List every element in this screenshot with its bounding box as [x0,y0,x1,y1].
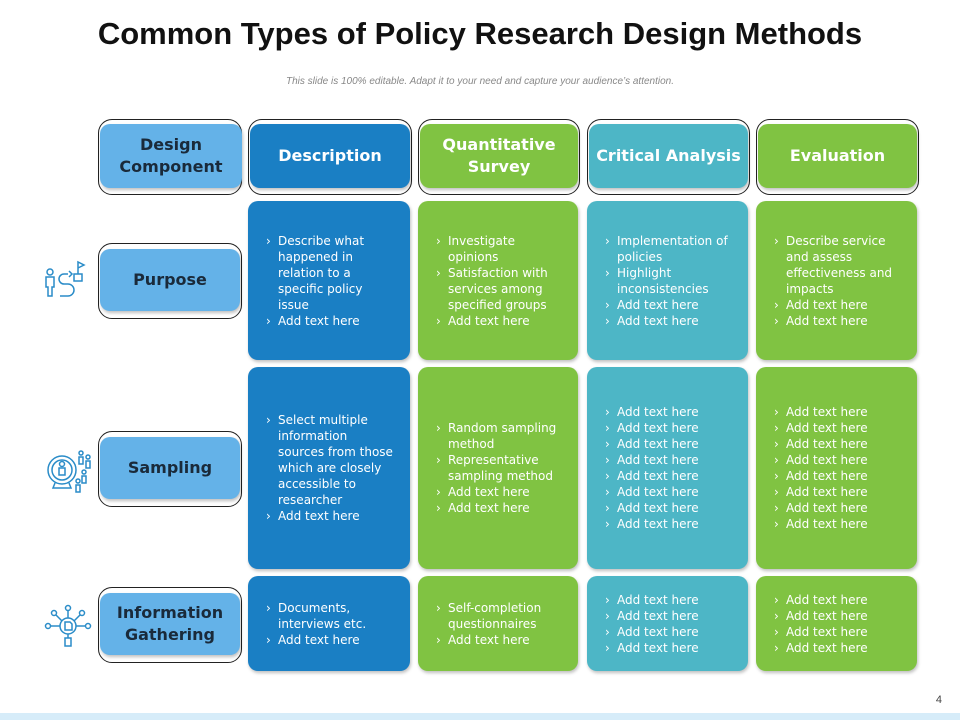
bullet-item: Implementation of policies [605,233,734,265]
bullet-item: Documents, interviews etc. [266,600,396,632]
component-purpose: Purpose [100,249,240,311]
footer-strip [0,713,960,720]
component-sampling: Sampling [100,437,240,499]
bullet-item: Satisfaction with services among specifi… [436,265,564,313]
header-description: Description [250,124,410,188]
bullet-list: Implementation of policiesHighlight inco… [605,233,734,329]
cell-description: Documents, interviews etc.Add text here [248,576,410,671]
bullet-item: Add text here [774,640,868,656]
header-quantitative-survey: Quantitative Survey [420,124,578,188]
document-network-icon [44,604,94,654]
cell-quantitative-survey: Self-completion questionnairesAdd text h… [418,576,578,671]
bullet-item: Add text here [774,500,868,516]
bullet-list: Self-completion questionnairesAdd text h… [436,600,564,648]
bullet-item: Add text here [436,484,564,500]
bullet-item: Add text here [774,468,868,484]
bullet-item: Add text here [436,632,564,648]
cell-evaluation: Add text hereAdd text hereAdd text hereA… [756,367,917,569]
cell-evaluation: Describe service and assess effectivenes… [756,201,917,360]
cell-critical-analysis: Implementation of policiesHighlight inco… [587,201,748,360]
bullet-item: Select multiple information sources from… [266,412,396,508]
bullet-item: Add text here [774,624,868,640]
bullet-item: Add text here [605,468,699,484]
bullet-item: Add text here [266,508,396,524]
component-outline [98,243,242,319]
bullet-item: Add text here [605,624,699,640]
slide-title: Common Types of Policy Research Design M… [97,16,863,51]
bullet-item: Add text here [605,404,699,420]
bullet-item: Add text here [774,404,868,420]
bullet-item: Describe what happened in relation to a … [266,233,396,313]
person-path-flag-icon [42,260,92,304]
bullet-item: Add text here [774,297,903,313]
component-outline [98,431,242,507]
bullet-list: Documents, interviews etc.Add text here [266,600,396,648]
bullet-item: Add text here [266,313,396,329]
bullet-item: Add text here [774,592,868,608]
cell-quantitative-survey: Random sampling methodRepresentative sam… [418,367,578,569]
bullet-item: Add text here [774,452,868,468]
bullet-item: Add text here [774,313,903,329]
bullet-item: Add text here [605,436,699,452]
slide-subtitle: This slide is 100% editable. Adapt it to… [285,76,675,87]
bullet-item: Add text here [266,632,396,648]
bullet-list: Select multiple information sources from… [266,412,396,524]
bullet-list: Describe what happened in relation to a … [266,233,396,329]
header-outline [756,119,919,195]
cell-description: Select multiple information sources from… [248,367,410,569]
header-critical-analysis: Critical Analysis [589,124,748,188]
component-outline [98,587,242,663]
bullet-item: Add text here [605,640,699,656]
component-information-gathering: Information Gathering [100,593,240,655]
bullet-item: Add text here [774,420,868,436]
bullet-item: Add text here [605,608,699,624]
bullet-item: Investigate opinions [436,233,564,265]
bullet-item: Representative sampling method [436,452,564,484]
bullet-list: Investigate opinionsSatisfaction with se… [436,233,564,329]
bullet-item: Add text here [605,516,699,532]
bullet-list: Add text hereAdd text hereAdd text hereA… [605,404,699,532]
cell-quantitative-survey: Investigate opinionsSatisfaction with se… [418,201,578,360]
bullet-item: Add text here [605,297,734,313]
header-design-component: Design Component [100,124,242,188]
bullet-list: Describe service and assess effectivenes… [774,233,903,329]
bullet-list: Add text hereAdd text hereAdd text hereA… [774,592,868,656]
bullet-item: Add text here [436,313,564,329]
bullet-item: Self-completion questionnaires [436,600,564,632]
cell-critical-analysis: Add text hereAdd text hereAdd text hereA… [587,576,748,671]
bullet-item: Add text here [774,436,868,452]
bullet-list: Add text hereAdd text hereAdd text hereA… [605,592,699,656]
bullet-item: Describe service and assess effectivenes… [774,233,903,297]
bullet-item: Add text here [774,516,868,532]
bullet-item: Add text here [774,484,868,500]
cell-description: Describe what happened in relation to a … [248,201,410,360]
bullet-item: Add text here [605,500,699,516]
bullet-list: Add text hereAdd text hereAdd text hereA… [774,404,868,532]
bullet-item: Add text here [605,484,699,500]
header-outline [248,119,412,195]
bullet-item: Add text here [605,592,699,608]
bullet-item: Add text here [774,608,868,624]
header-outline [587,119,750,195]
page-number: 4 [935,694,942,706]
bullet-item: Add text here [605,452,699,468]
bullet-item: Add text here [436,500,564,516]
bullet-item: Add text here [605,420,699,436]
header-outline [418,119,580,195]
bullet-item: Add text here [605,313,734,329]
header-evaluation: Evaluation [758,124,917,188]
bullet-item: Highlight inconsistencies [605,265,734,297]
cell-critical-analysis: Add text hereAdd text hereAdd text hereA… [587,367,748,569]
magnifier-people-icon [44,448,94,498]
bullet-list: Random sampling methodRepresentative sam… [436,420,564,516]
bullet-item: Random sampling method [436,420,564,452]
cell-evaluation: Add text hereAdd text hereAdd text hereA… [756,576,917,671]
